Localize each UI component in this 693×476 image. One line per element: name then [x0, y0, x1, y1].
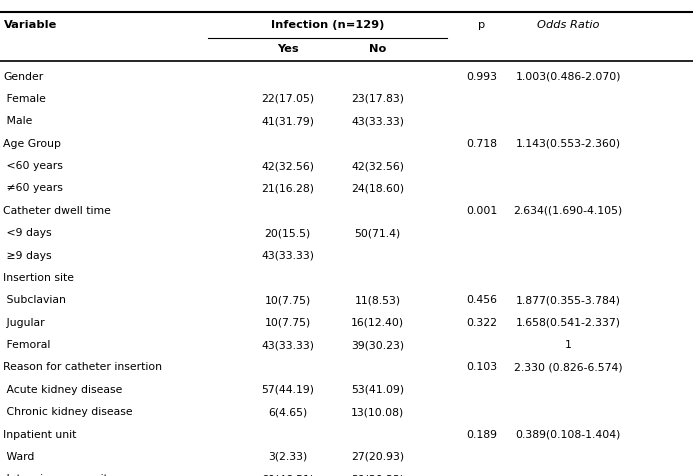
Text: Intensive care unit: Intensive care unit — [3, 474, 108, 476]
Text: ≠60 years: ≠60 years — [3, 183, 63, 193]
Text: 20(15.5): 20(15.5) — [265, 228, 310, 238]
Text: 43(33.33): 43(33.33) — [261, 250, 314, 260]
Text: 24(18.60): 24(18.60) — [351, 183, 404, 193]
Text: 1: 1 — [565, 340, 572, 350]
Text: Male: Male — [3, 116, 33, 126]
Text: 0.189: 0.189 — [466, 429, 497, 439]
Text: Reason for catheter insertion: Reason for catheter insertion — [3, 362, 162, 372]
Text: 21(16.28): 21(16.28) — [261, 183, 314, 193]
Text: 57(44.19): 57(44.19) — [261, 385, 314, 395]
Text: Catheter dwell time: Catheter dwell time — [3, 206, 112, 216]
Text: 43(33.33): 43(33.33) — [261, 340, 314, 350]
Text: 3(2.33): 3(2.33) — [268, 452, 307, 462]
Text: 1.877(0.355-3.784): 1.877(0.355-3.784) — [516, 295, 621, 305]
Text: 0.718: 0.718 — [466, 139, 497, 149]
Text: 53(41.09): 53(41.09) — [351, 385, 404, 395]
Text: 0.001: 0.001 — [466, 206, 498, 216]
Text: Yes: Yes — [277, 43, 299, 54]
Text: 60(46.51): 60(46.51) — [261, 474, 314, 476]
Text: 0.456: 0.456 — [466, 295, 497, 305]
Text: 39(30.23): 39(30.23) — [351, 340, 404, 350]
Text: Acute kidney disease: Acute kidney disease — [3, 385, 123, 395]
Text: Infection (n=129): Infection (n=129) — [271, 20, 384, 30]
Text: No: No — [369, 43, 386, 54]
Text: 43(33.33): 43(33.33) — [351, 116, 404, 126]
Text: 41(31.79): 41(31.79) — [261, 116, 314, 126]
Text: 11(8.53): 11(8.53) — [355, 295, 401, 305]
Text: Inpatient unit: Inpatient unit — [3, 429, 77, 439]
Text: Jugular: Jugular — [3, 317, 45, 327]
Text: Chronic kidney disease: Chronic kidney disease — [3, 407, 133, 417]
Text: 16(12.40): 16(12.40) — [351, 317, 404, 327]
Text: Gender: Gender — [3, 71, 44, 81]
Text: 1.658(0.541-2.337): 1.658(0.541-2.337) — [516, 317, 621, 327]
Text: 13(10.08): 13(10.08) — [351, 407, 404, 417]
Text: 2.634((1.690-4.105): 2.634((1.690-4.105) — [514, 206, 623, 216]
Text: Odds Ratio: Odds Ratio — [537, 20, 599, 30]
Text: 39(30.23): 39(30.23) — [351, 474, 404, 476]
Text: 22(17.05): 22(17.05) — [261, 94, 314, 104]
Text: 23(17.83): 23(17.83) — [351, 94, 404, 104]
Text: Femoral: Femoral — [3, 340, 51, 350]
Text: 10(7.75): 10(7.75) — [265, 295, 310, 305]
Text: <60 years: <60 years — [3, 161, 63, 171]
Text: 1.003(0.486-2.070): 1.003(0.486-2.070) — [516, 71, 621, 81]
Text: 6(4.65): 6(4.65) — [268, 407, 307, 417]
Text: 2.330 (0.826-6.574): 2.330 (0.826-6.574) — [514, 362, 622, 372]
Text: p: p — [478, 20, 485, 30]
Text: Subclavian: Subclavian — [3, 295, 67, 305]
Text: ≥9 days: ≥9 days — [3, 250, 52, 260]
Text: 1.143(0.553-2.360): 1.143(0.553-2.360) — [516, 139, 621, 149]
Text: 42(32.56): 42(32.56) — [351, 161, 404, 171]
Text: 27(20.93): 27(20.93) — [351, 452, 404, 462]
Text: 50(71.4): 50(71.4) — [355, 228, 401, 238]
Text: Insertion site: Insertion site — [3, 273, 74, 283]
Text: <9 days: <9 days — [3, 228, 52, 238]
Text: 0.322: 0.322 — [466, 317, 497, 327]
Text: Ward: Ward — [3, 452, 35, 462]
Text: Female: Female — [3, 94, 46, 104]
Text: 42(32.56): 42(32.56) — [261, 161, 314, 171]
Text: 10(7.75): 10(7.75) — [265, 317, 310, 327]
Text: Variable: Variable — [3, 20, 57, 30]
Text: 0.103: 0.103 — [466, 362, 497, 372]
Text: 0.389(0.108-1.404): 0.389(0.108-1.404) — [516, 429, 621, 439]
Text: Age Group: Age Group — [3, 139, 62, 149]
Text: 0.993: 0.993 — [466, 71, 497, 81]
